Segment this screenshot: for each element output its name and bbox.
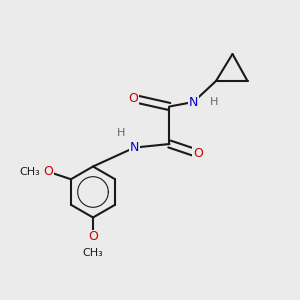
Text: O: O <box>44 165 53 178</box>
Text: O: O <box>129 92 138 105</box>
Text: O: O <box>88 230 98 244</box>
Text: O: O <box>193 147 203 160</box>
Text: N: N <box>189 95 198 109</box>
Text: H: H <box>210 97 219 107</box>
Text: CH₃: CH₃ <box>82 248 103 259</box>
Text: H: H <box>117 128 126 138</box>
Text: CH₃: CH₃ <box>20 167 40 177</box>
Text: N: N <box>130 141 139 154</box>
